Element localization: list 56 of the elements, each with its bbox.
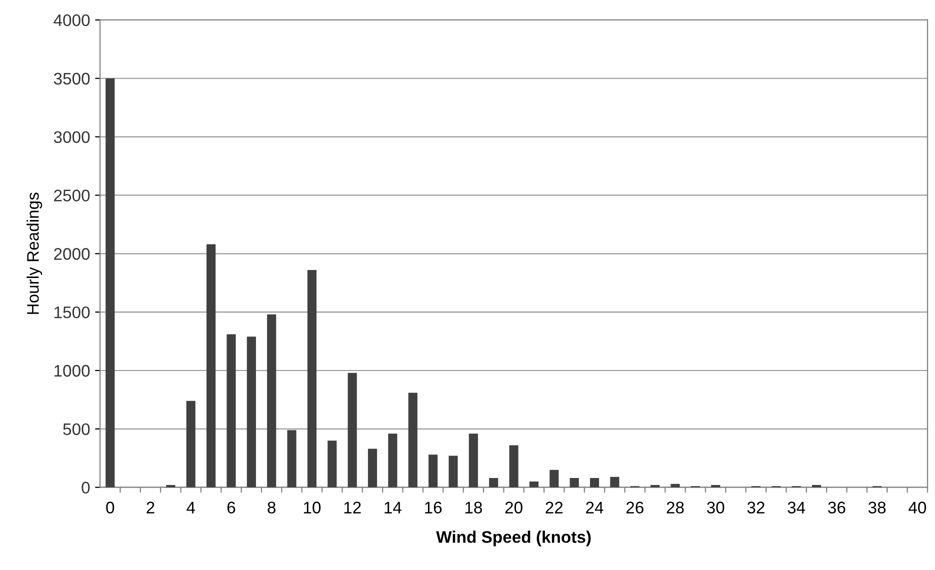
x-tick-label: 0	[106, 502, 114, 514]
bar	[408, 392, 418, 488]
bar	[670, 484, 680, 488]
bar	[348, 372, 357, 488]
x-tick-label: 26	[626, 502, 644, 514]
y-tick-label: 3000	[54, 131, 90, 144]
y-axis-title: Hourly Readings	[26, 192, 42, 314]
bar	[468, 434, 478, 488]
x-tick-label: 10	[304, 502, 321, 514]
x-tick-label: 6	[227, 502, 236, 514]
x-tick-label: 22	[546, 502, 563, 514]
x-tick-label: 12	[344, 502, 361, 514]
x-tick-label: 8	[268, 502, 276, 514]
x-tick-label: 34	[788, 502, 806, 514]
bar	[489, 478, 498, 488]
x-tick-label: 28	[666, 502, 684, 514]
x-axis-title: Wind Speed (knots)	[436, 530, 591, 546]
bar	[307, 270, 316, 488]
x-tick-label: 32	[747, 502, 764, 514]
bar	[590, 478, 600, 488]
bar	[368, 448, 378, 488]
x-tick-label: 2	[146, 502, 154, 514]
x-tick-label: 16	[425, 502, 442, 514]
bar	[428, 454, 438, 488]
bar	[529, 482, 539, 488]
x-tick-label: 40	[908, 502, 926, 514]
bar	[610, 476, 620, 488]
bar	[328, 440, 337, 488]
x-tick-label: 38	[868, 502, 886, 514]
x-tick-label: 14	[384, 502, 402, 514]
bar	[246, 336, 256, 488]
y-tick-label: 3500	[54, 72, 90, 85]
bar	[186, 400, 196, 488]
y-tick-label: 0	[82, 482, 90, 494]
y-tick-label: 4000	[54, 14, 90, 26]
bar	[226, 334, 236, 488]
y-tick-label: 2500	[54, 190, 90, 202]
bar	[206, 244, 216, 488]
y-tick-label: 1500	[54, 306, 90, 318]
y-tick-label: 2000	[54, 248, 90, 260]
x-tick-label: 24	[586, 502, 604, 514]
bar	[448, 456, 458, 488]
bar	[388, 434, 398, 488]
bar	[550, 470, 559, 488]
x-tick-label: 20	[505, 502, 522, 514]
x-tick-label: 4	[186, 502, 196, 514]
bar	[287, 430, 296, 488]
bar	[267, 314, 276, 488]
y-tick-label: 1000	[54, 364, 90, 377]
bar	[509, 445, 518, 488]
x-tick-label: 36	[828, 502, 846, 514]
x-tick-label: 18	[465, 502, 482, 514]
x-tick-label: 30	[706, 502, 724, 514]
bar	[570, 478, 579, 488]
bar	[106, 78, 115, 488]
y-tick-label: 500	[63, 423, 90, 436]
